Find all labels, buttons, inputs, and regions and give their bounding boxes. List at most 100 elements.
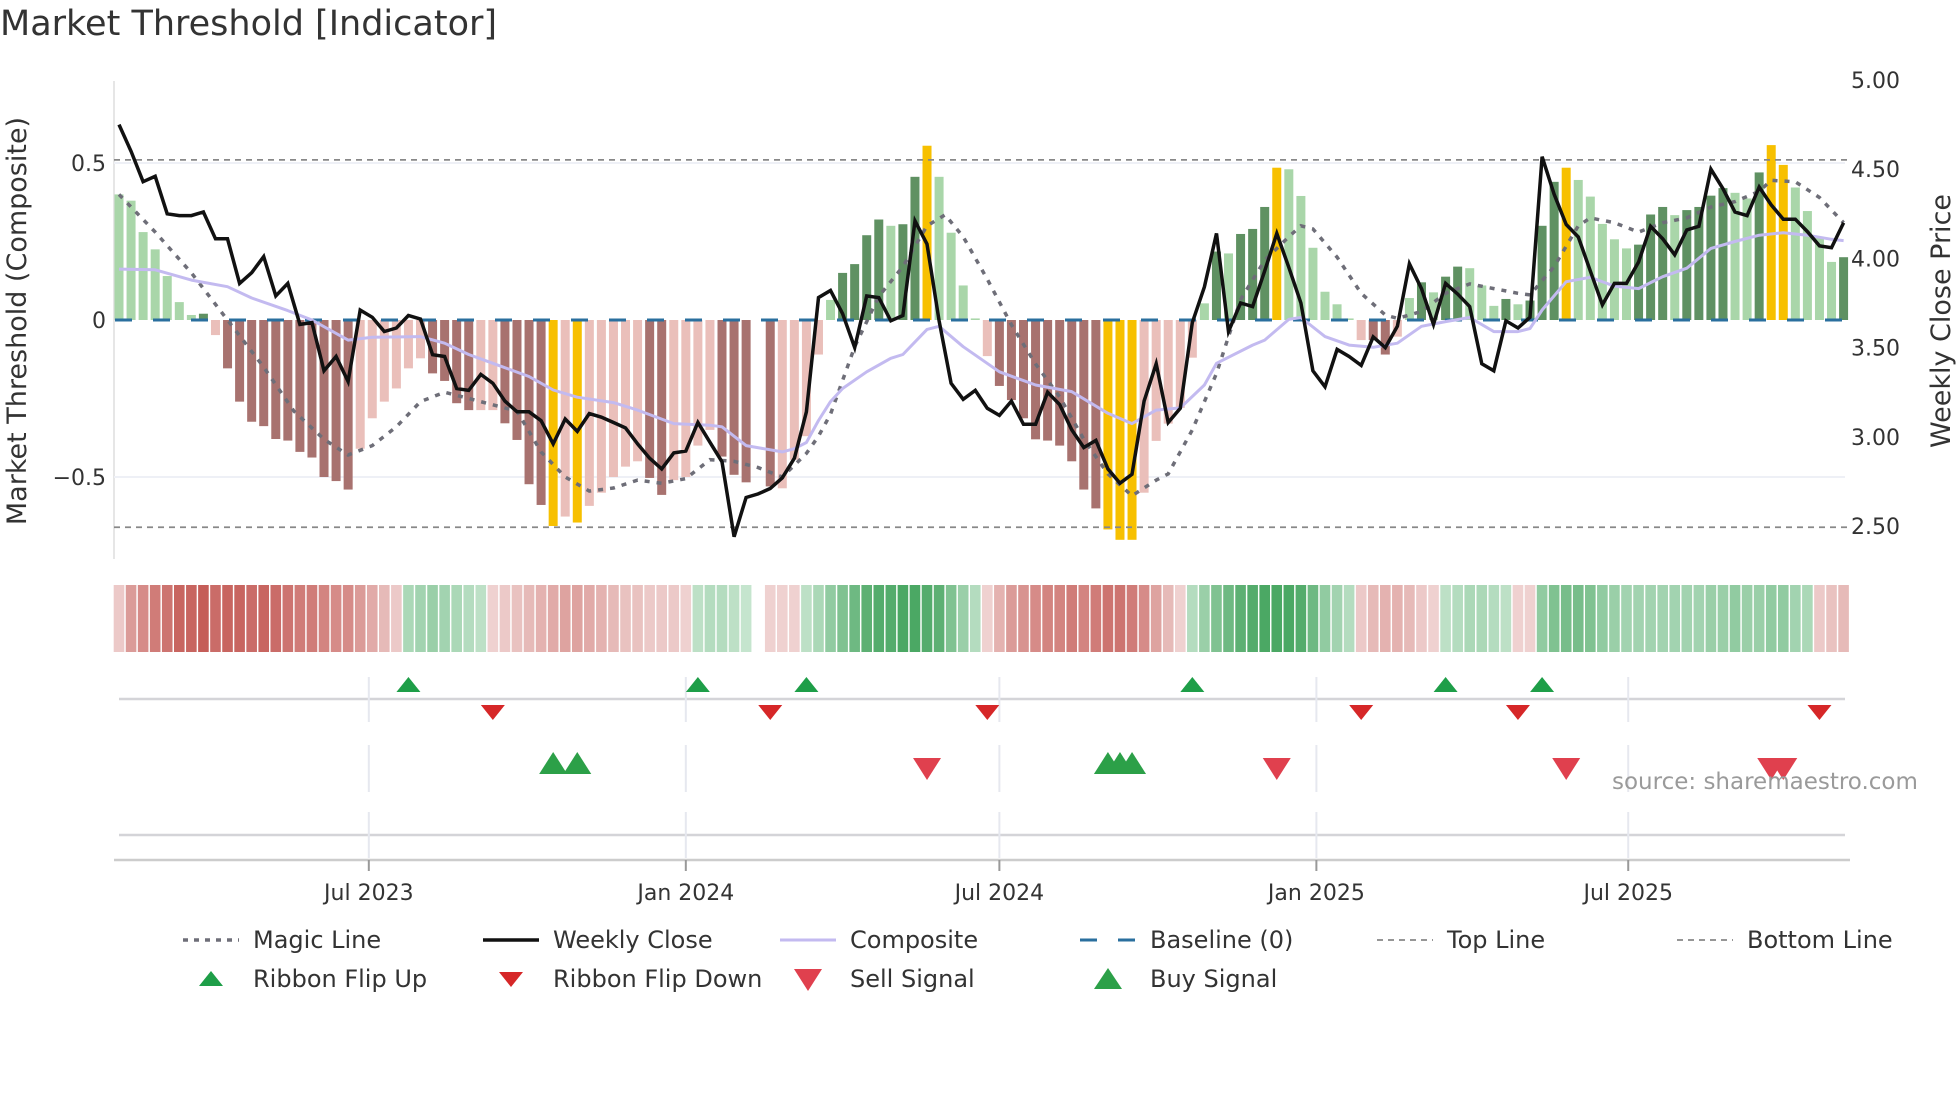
ribbon-cell (487, 585, 499, 652)
ribbon-cell (1488, 585, 1500, 652)
composite-bar (1356, 320, 1366, 341)
composite-bar (259, 320, 269, 427)
x-tick-label: Jul 2025 (1581, 881, 1673, 906)
composite-bar (850, 264, 860, 320)
ribbon-cell (1319, 585, 1331, 652)
composite-bar (283, 320, 293, 441)
composite-bar (1670, 215, 1680, 320)
composite-bar (633, 320, 643, 462)
ribbon-cell (1283, 585, 1295, 652)
ribbon-cell (174, 585, 185, 652)
composite-bar (608, 320, 618, 477)
ribbon-cell (463, 585, 475, 652)
axes-layer: Market Threshold (Composite) Weekly Clos… (2, 69, 1957, 906)
ribbon-cell (1343, 585, 1355, 652)
ribbon-cell (535, 585, 547, 652)
legend-top-swatch-icon (1377, 939, 1433, 941)
composite-bar (1103, 320, 1113, 530)
ribbon-cell (1717, 585, 1729, 652)
composite-bar (1296, 195, 1306, 320)
composite-bar (1790, 187, 1800, 320)
legend-label: Sell Signal (850, 965, 975, 993)
composite-bar (838, 272, 848, 320)
composite-bar (1549, 181, 1559, 320)
composite-bar (1706, 195, 1716, 320)
ribbon-cell (1187, 585, 1198, 652)
composite-bar (1814, 236, 1824, 320)
ribbon-cell (270, 585, 282, 652)
ribbon-cell (499, 585, 511, 652)
composite-bar (1380, 320, 1390, 355)
composite-bar (548, 320, 558, 526)
y2-tick-label: 3.50 (1851, 337, 1900, 362)
composite-bar (210, 320, 220, 336)
composite-bar (1260, 206, 1270, 320)
legend-item-baseline: Baseline (0) (1078, 925, 1293, 955)
x-tick-label: Jan 2024 (635, 881, 734, 906)
legend-label: Buy Signal (1150, 965, 1278, 993)
ribbon-flip-down-marker (480, 705, 505, 720)
composite-bar (1802, 211, 1812, 320)
ribbon-cell (1790, 585, 1801, 652)
ribbon-cell (1030, 585, 1041, 652)
ribbon-cell (1838, 585, 1849, 652)
legend-magic-swatch-icon (183, 938, 239, 942)
composite-bar (958, 285, 968, 320)
composite-bar (1513, 304, 1523, 320)
composite-bar (138, 232, 148, 320)
ribbon-cell (692, 585, 704, 652)
composite-bar (1175, 320, 1185, 408)
composite-bar (1827, 261, 1837, 320)
composite-bar (1344, 318, 1354, 320)
ribbon-cell (1560, 585, 1572, 652)
ribbon-cell (330, 585, 342, 652)
ribbon-cell (354, 585, 366, 652)
legend-label: Weekly Close (553, 926, 713, 954)
ribbon-cell (306, 585, 318, 652)
ribbon-cell (1247, 585, 1258, 652)
ribbon-cell (1223, 585, 1234, 652)
ribbon-cell (559, 585, 571, 652)
ribbon-flip-down-marker (1349, 705, 1374, 720)
composite-bar (1031, 320, 1041, 440)
ribbon-cell (475, 585, 487, 652)
composite-bar (235, 320, 245, 402)
composite-bar (1248, 228, 1258, 320)
composite-bar (705, 320, 715, 430)
ribbon-cell (596, 585, 607, 652)
y2-axis-title: Weekly Close Price (1926, 194, 1957, 448)
ribbon-cell (849, 585, 860, 652)
ribbon-cell (415, 585, 426, 652)
ribbon-cell (994, 585, 1005, 652)
legend-close-swatch-icon (483, 938, 539, 942)
composite-bar (1404, 298, 1414, 320)
composite-bar (536, 320, 546, 505)
ribbon-flip-down-marker (758, 705, 783, 720)
ribbon-cell (1693, 585, 1705, 652)
composite-bar (813, 320, 823, 355)
composite-bar (223, 320, 233, 369)
y-tick-label: −0.5 (53, 466, 106, 491)
composite-bar (1742, 198, 1752, 320)
ribbon-cell (234, 585, 245, 652)
composite-bar (717, 320, 727, 457)
composite-bar (1079, 320, 1089, 490)
buy-signal-marker (539, 752, 568, 774)
legend-label: Magic Line (253, 926, 382, 954)
ribbon-strip (113, 585, 1849, 652)
ribbon-cell (1392, 585, 1403, 652)
ribbon-flip-down-marker (975, 705, 1000, 720)
y2-tick-label: 5.00 (1851, 69, 1900, 94)
ribbon-cell (113, 585, 125, 652)
composite-bar (946, 232, 956, 320)
legend-item-buy: Buy Signal (1078, 964, 1277, 994)
sell-signal-marker (913, 758, 942, 780)
chart-title: Market Threshold [Indicator] (0, 4, 498, 44)
composite-bar (1730, 192, 1740, 320)
composite-bar (198, 313, 208, 320)
ribbon-cell (1765, 585, 1777, 652)
ribbon-cell (1235, 585, 1246, 652)
composite-bar (1091, 320, 1101, 509)
ribbon-cell (897, 585, 909, 652)
legend-label: Bottom Line (1747, 926, 1893, 954)
